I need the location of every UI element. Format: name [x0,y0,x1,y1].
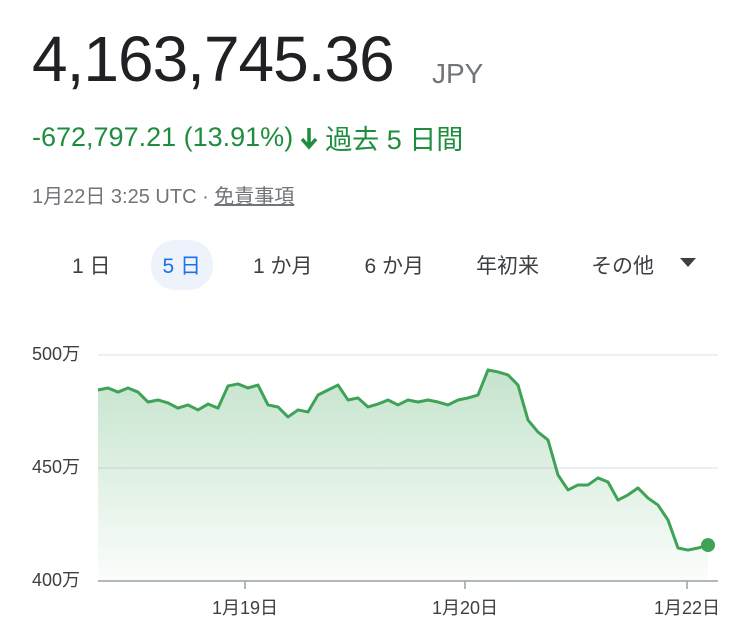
change-row: -672,797.21 (13.91%) 過去 5 日間 [32,118,463,157]
change: -672,797.21 (13.91%) [32,122,294,152]
y-tick-label: 500万 [32,344,80,364]
area-fill [98,369,708,581]
timestamp: 1月22日 3:25 UTC · [32,186,215,208]
down-arrow [300,127,318,150]
currency: JPY [432,58,484,89]
period: 過去 5 日間 [325,125,464,155]
range-tab[interactable]: 1 か月 [253,255,313,278]
y-tick-label: 400万 [32,570,80,590]
range-tab[interactable]: 6 か月 [364,255,425,278]
x-tick-label: 1月19日 [212,598,278,618]
price-line [97,368,709,552]
range-tab[interactable]: 年初来 [476,255,540,278]
dropdown-caret[interactable] [678,240,698,284]
tabs: 1 日 5 日 1 か月 6 か月 年初来 その他 [60,240,698,290]
range-tab[interactable]: 5 日 [150,240,214,290]
disclaimer-link[interactable]: 免責事項 [214,186,295,208]
timestamp-row: 1月22日 3:25 UTC · 免責事項 [32,180,294,209]
range-tab[interactable]: その他 [591,255,655,278]
range-tab[interactable]: 1 日 [72,255,111,278]
x-tick-label: 1月22日 [654,598,720,618]
x-tick-label: 1月20日 [432,598,498,618]
y-tick-label: 450万 [32,457,80,477]
price: 4,163,745.36 [32,23,395,95]
chart: 400万 450万 500万 1月19日 1月20日 1月22日 [32,344,720,618]
last-point [701,538,715,553]
